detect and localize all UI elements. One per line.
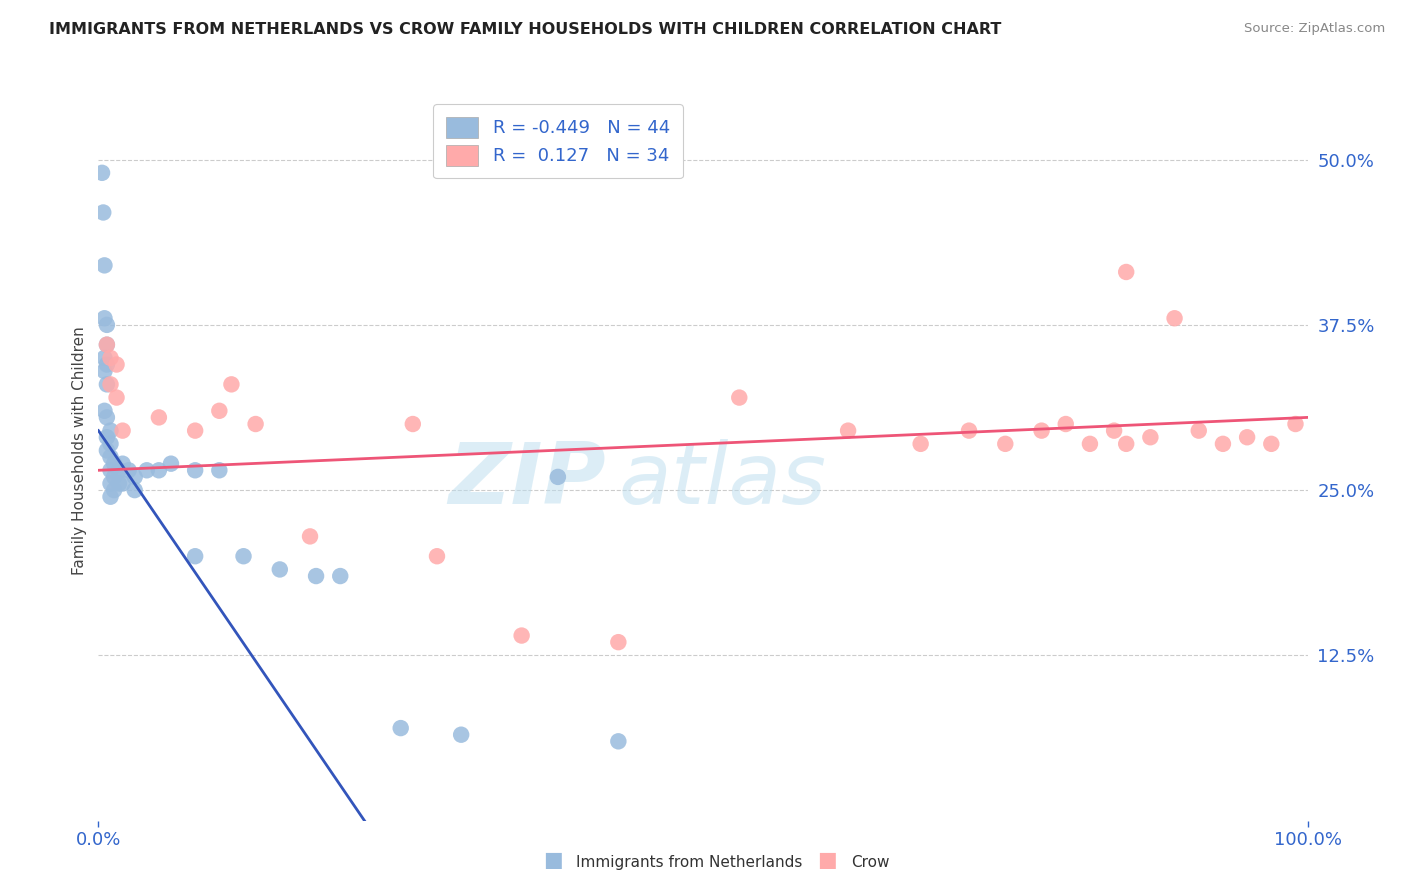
Point — [96, 337, 118, 351]
Point — [1284, 417, 1306, 431]
Point — [135, 463, 157, 477]
Point — [108, 463, 131, 477]
Point — [1115, 265, 1137, 279]
Point — [1260, 437, 1282, 451]
Point — [184, 424, 207, 438]
Point — [402, 417, 425, 431]
Point — [93, 259, 115, 273]
Point — [1236, 430, 1258, 444]
Point — [728, 391, 751, 405]
Point — [93, 311, 115, 326]
Point — [607, 734, 630, 748]
Text: Immigrants from Netherlands: Immigrants from Netherlands — [576, 855, 803, 870]
Point — [96, 410, 118, 425]
Point — [957, 424, 980, 438]
Point — [103, 470, 125, 484]
Point — [305, 569, 328, 583]
Point — [1078, 437, 1101, 451]
Point — [510, 628, 533, 642]
Point — [111, 424, 134, 438]
Point — [1163, 311, 1185, 326]
Point — [329, 569, 352, 583]
Point — [221, 377, 243, 392]
Point — [100, 424, 122, 438]
Point — [450, 728, 472, 742]
Point — [184, 549, 207, 564]
Point — [232, 549, 254, 564]
Point — [100, 351, 122, 365]
Point — [105, 391, 128, 405]
Point — [96, 318, 118, 332]
Text: Source: ZipAtlas.com: Source: ZipAtlas.com — [1244, 22, 1385, 36]
Text: ■: ■ — [543, 850, 562, 870]
Point — [93, 364, 115, 378]
Point — [105, 358, 128, 372]
Text: IMMIGRANTS FROM NETHERLANDS VS CROW FAMILY HOUSEHOLDS WITH CHILDREN CORRELATION : IMMIGRANTS FROM NETHERLANDS VS CROW FAMI… — [49, 22, 1001, 37]
Point — [299, 529, 322, 543]
Point — [607, 635, 630, 649]
Legend: R = -0.449   N = 44, R =  0.127   N = 34: R = -0.449 N = 44, R = 0.127 N = 34 — [433, 104, 683, 178]
Point — [994, 437, 1017, 451]
Point — [184, 463, 207, 477]
Text: ■: ■ — [817, 850, 837, 870]
Point — [96, 377, 118, 392]
Point — [100, 437, 122, 451]
Point — [910, 437, 932, 451]
Point — [100, 490, 122, 504]
Point — [160, 457, 183, 471]
Point — [269, 562, 291, 576]
Point — [103, 457, 125, 471]
Point — [96, 443, 118, 458]
Point — [1139, 430, 1161, 444]
Point — [108, 476, 131, 491]
Point — [1031, 424, 1053, 438]
Point — [93, 404, 115, 418]
Point — [91, 166, 114, 180]
Point — [124, 483, 146, 497]
Point — [93, 351, 115, 365]
Point — [389, 721, 412, 735]
Point — [426, 549, 449, 564]
Point — [100, 450, 122, 464]
Point — [111, 457, 134, 471]
Point — [148, 410, 170, 425]
Text: atlas: atlas — [619, 439, 827, 522]
Point — [91, 205, 114, 219]
Point — [1054, 417, 1077, 431]
Text: ZIP: ZIP — [449, 439, 606, 522]
Text: Crow: Crow — [851, 855, 889, 870]
Point — [124, 470, 146, 484]
Point — [208, 463, 231, 477]
Point — [96, 358, 118, 372]
Y-axis label: Family Households with Children: Family Households with Children — [72, 326, 87, 574]
Point — [118, 463, 141, 477]
Point — [837, 424, 859, 438]
Point — [1102, 424, 1125, 438]
Point — [547, 470, 569, 484]
Point — [1188, 424, 1211, 438]
Point — [100, 377, 122, 392]
Point — [100, 463, 122, 477]
Point — [96, 430, 118, 444]
Point — [208, 404, 231, 418]
Point — [103, 483, 125, 497]
Point — [148, 463, 170, 477]
Point — [100, 476, 122, 491]
Point — [1212, 437, 1234, 451]
Point — [1115, 437, 1137, 451]
Point — [245, 417, 267, 431]
Point — [111, 476, 134, 491]
Point — [96, 337, 118, 351]
